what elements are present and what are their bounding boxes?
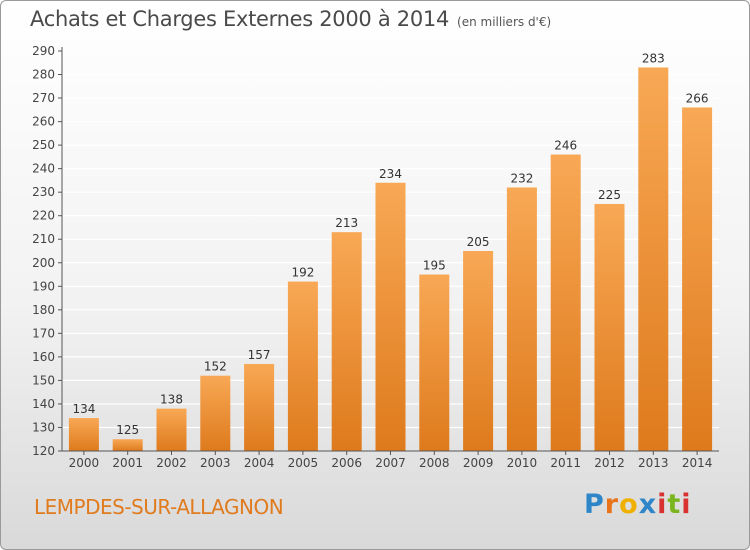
data-label: 283 [642, 51, 665, 65]
y-tick-label: 140 [32, 397, 55, 411]
x-tick-label: 2005 [288, 456, 319, 470]
bar [244, 363, 275, 451]
y-tick-label: 260 [32, 115, 55, 129]
y-tick-label: 220 [32, 209, 55, 223]
logo-letter: t [667, 489, 682, 520]
data-label: 225 [598, 188, 621, 202]
x-tick-label: 2010 [507, 456, 538, 470]
data-label: 246 [554, 139, 577, 153]
y-tick-label: 130 [32, 420, 55, 434]
y-tick-label: 280 [32, 68, 55, 82]
bar [638, 67, 669, 452]
chart-title-text: Achats et Charges Externes 2000 à 2014 [30, 7, 450, 31]
x-tick-label: 2013 [638, 456, 669, 470]
data-label: 213 [335, 216, 358, 230]
chart-subtitle: (en milliers d'€) [457, 15, 552, 29]
bar [419, 274, 450, 451]
bar [287, 281, 318, 451]
labels: 120 130 140 150 160 170 180 190 200 210 220 230 240 2… [32, 44, 712, 470]
data-label: 134 [72, 402, 95, 416]
bar [375, 182, 406, 451]
data-label: 152 [204, 360, 227, 374]
x-tick-label: 2008 [419, 456, 450, 470]
x-tick-label: 2006 [331, 456, 362, 470]
bar [550, 154, 581, 451]
logo-letter: r [604, 489, 620, 520]
y-tick-label: 240 [32, 162, 55, 176]
x-tick-label: 2002 [156, 456, 187, 470]
y-tick-label: 270 [32, 91, 55, 105]
y-tick-label: 230 [32, 185, 55, 199]
bar [331, 232, 362, 451]
x-tick-label: 2004 [244, 456, 275, 470]
data-label: 192 [291, 266, 314, 280]
bar [463, 251, 494, 451]
x-tick-label: 2012 [594, 456, 625, 470]
y-tick-label: 200 [32, 256, 55, 270]
city-name: LEMPDES-SUR-ALLAGNON [34, 495, 284, 519]
bar [506, 187, 537, 451]
chart-title: Achats et Charges Externes 2000 à 2014 (e… [30, 7, 551, 31]
data-label: 195 [423, 259, 446, 273]
bar [112, 439, 143, 451]
x-tick-label: 2007 [375, 456, 406, 470]
x-tick-label: 2009 [463, 456, 494, 470]
x-tick-label: 2014 [682, 456, 713, 470]
y-tick-label: 120 [32, 444, 55, 458]
data-label: 266 [686, 91, 709, 105]
proxiti-logo: Proxiti [584, 489, 692, 520]
logo-letter: i [657, 489, 668, 520]
axes [58, 47, 719, 455]
y-tick-label: 290 [32, 44, 55, 58]
y-tick-label: 150 [32, 373, 55, 387]
data-label: 138 [160, 393, 183, 407]
logo-letter: o [619, 489, 639, 520]
data-label: 234 [379, 167, 402, 181]
y-tick-label: 190 [32, 279, 55, 293]
bar [68, 418, 99, 451]
y-tick-label: 180 [32, 303, 55, 317]
data-label: 157 [248, 348, 271, 362]
bar [594, 203, 625, 451]
y-tick-label: 160 [32, 350, 55, 364]
y-tick-label: 250 [32, 138, 55, 152]
logo-letter: x [638, 489, 658, 520]
y-tick-label: 210 [32, 232, 55, 246]
x-tick-label: 2003 [200, 456, 231, 470]
bar [156, 408, 187, 451]
x-tick-label: 2000 [69, 456, 100, 470]
data-label: 125 [116, 423, 139, 437]
bar [682, 107, 713, 452]
logo-letter: i [681, 489, 692, 520]
bar [200, 375, 231, 451]
y-tick-label: 170 [32, 326, 55, 340]
data-label: 232 [510, 171, 533, 185]
x-tick-label: 2011 [550, 456, 581, 470]
data-label: 205 [467, 235, 490, 249]
logo-letter: P [584, 489, 605, 520]
bars [68, 67, 713, 452]
x-tick-label: 2001 [112, 456, 143, 470]
